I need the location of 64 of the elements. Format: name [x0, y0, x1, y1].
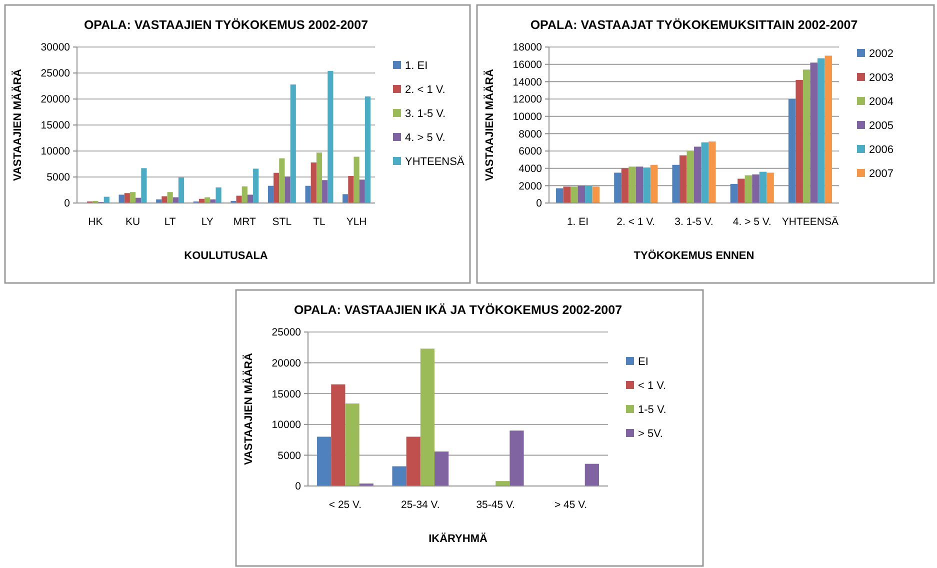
x-tick-label: KU [125, 216, 140, 228]
y-tick-label: 20000 [40, 94, 70, 106]
legend-label: 2002 [869, 48, 894, 60]
x-tick-label: 4. > 5 V. [732, 216, 772, 228]
legend-label: < 1 V. [638, 380, 666, 392]
legend-label: 2006 [869, 144, 894, 156]
legend-label: 2003 [869, 72, 894, 84]
y-tick-label: 10000 [272, 419, 302, 432]
x-tick-label: LY [201, 216, 214, 228]
y-tick-label: 5000 [278, 450, 302, 462]
y-tick-label: 25000 [272, 326, 302, 339]
y-tick-label: 16000 [512, 59, 542, 72]
legend-label: EI [638, 356, 648, 368]
x-tick-label: TL [313, 216, 326, 228]
x-tick-label: YHTEENSÄ [782, 216, 839, 228]
legend-label: 2005 [869, 120, 894, 132]
x-tick-label: > 45 V. [554, 499, 588, 511]
chart-title: OPALA: VASTAAJAT TYÖKOKEMUKSITTAIN 2002-2007 [530, 18, 858, 32]
x-tick-label: 1. EI [566, 216, 589, 228]
x-tick-label: < 25 V. [328, 499, 362, 511]
x-axis-title: TYÖKOKEMUS ENNEN [634, 249, 754, 262]
y-tick-label: 0 [295, 480, 302, 493]
legend-label: 1. EI [405, 60, 428, 72]
y-tick-label: 14000 [512, 76, 542, 88]
y-tick-label: 15000 [40, 120, 70, 132]
y-tick-label: 18000 [512, 42, 542, 54]
x-tick-label: STL [272, 216, 292, 228]
y-axis-title: VASTAAJIEN MÄÄRÄ [483, 68, 496, 182]
y-tick-label: 10000 [512, 111, 542, 124]
legend-label: 2004 [869, 96, 894, 108]
x-tick-label: HK [88, 216, 103, 228]
y-tick-label: 12000 [512, 94, 542, 106]
chart-title: OPALA: VASTAAJIEN IKÄ JA TYÖKOKEMUS 2002-2007 [294, 303, 622, 317]
legend-label: 3. 1-5 V. [405, 108, 446, 120]
y-tick-label: 4000 [518, 163, 542, 176]
legend-label: YHTEENSÄ [405, 154, 465, 168]
y-tick-label: 30000 [40, 42, 70, 54]
x-tick-label: 35-45 V. [476, 499, 515, 511]
x-tick-label: 25-34 V. [401, 499, 440, 511]
y-axis-title: VASTAAJIEN MÄÄRÄ [11, 68, 24, 182]
x-tick-label: LT [164, 216, 176, 228]
y-tick-label: 0 [536, 198, 542, 210]
x-axis-title: IKÄRYHMÄ [428, 532, 488, 545]
legend-label: 2. < 1 V. [405, 84, 446, 96]
legend-label: 1-5 V. [638, 404, 666, 416]
legend-label: 4. > 5 V. [405, 132, 446, 144]
y-tick-label: 10000 [40, 146, 70, 158]
chart-title: OPALA: VASTAAJIEN TYÖKOKEMUS 2002-2007 [84, 18, 368, 32]
x-tick-label: 3. 1-5 V. [674, 216, 714, 228]
y-tick-label: 8000 [518, 128, 542, 140]
y-tick-label: 2000 [518, 180, 542, 192]
y-tick-label: 6000 [518, 146, 542, 158]
x-tick-label: MRT [233, 216, 257, 228]
y-tick-label: 15000 [272, 388, 302, 400]
y-tick-label: 20000 [272, 357, 302, 370]
y-tick-label: 25000 [40, 68, 70, 80]
x-tick-label: YLH [346, 216, 367, 228]
x-tick-label: 2. < 1 V. [616, 216, 656, 228]
x-axis-title: KOULUTUSALA [184, 250, 268, 262]
legend-label: 2007 [869, 168, 894, 180]
legend-label: > 5V. [638, 428, 663, 440]
y-tick-label: 5000 [46, 172, 70, 184]
y-axis-title: VASTAAJIEN MÄÄRÄ [242, 352, 255, 466]
y-tick-label: 0 [64, 198, 70, 210]
